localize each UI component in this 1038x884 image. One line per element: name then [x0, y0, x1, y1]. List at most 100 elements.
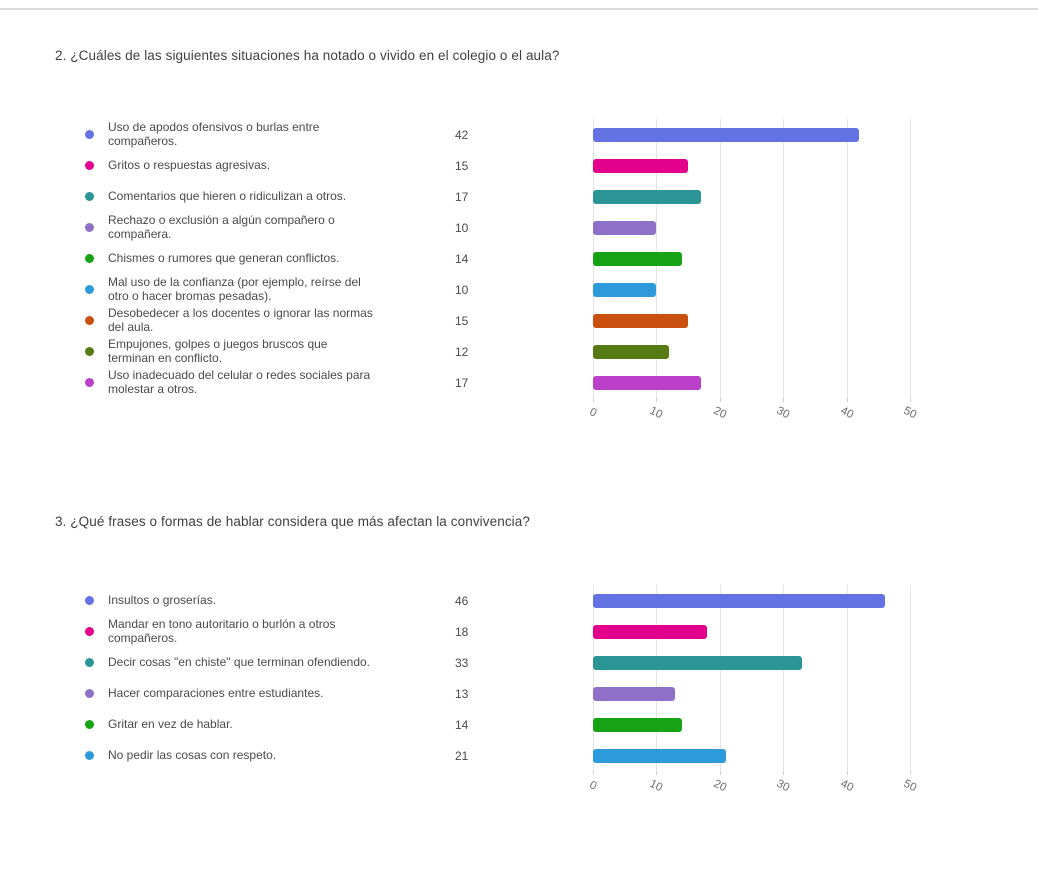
gridline [910, 119, 911, 398]
tick-label: 50 [901, 777, 919, 795]
legend-value: 10 [455, 220, 469, 235]
legend-value: 14 [455, 251, 469, 266]
legend-value: 21 [455, 748, 469, 763]
tick-label: 10 [648, 777, 665, 795]
question-3-results-section: 3. ¿Qué frases o formas de hablar consid… [55, 514, 1005, 807]
legend-item: Empujones, golpes o juegos bruscos que t… [85, 336, 485, 367]
legend-color-dot-icon [85, 751, 94, 760]
tick-mark [910, 771, 911, 775]
legend-label: Mandar en tono autoritario o burlón a ot… [108, 617, 336, 645]
legend-color-dot-icon [85, 130, 94, 139]
gridline [910, 585, 911, 771]
gridline [656, 585, 658, 771]
top-divider [0, 8, 1038, 10]
legend-label: No pedir las cosas con respeto. [108, 747, 277, 762]
legend-item: Hacer comparaciones entre estudiantes. 13 [85, 678, 485, 709]
legend-label: Rechazo o exclusión a algún compañero o … [108, 213, 335, 241]
bar [593, 127, 860, 142]
legend-color-dot-icon [85, 316, 94, 325]
question-title: 2. ¿Cuáles de las siguientes situaciones… [55, 48, 560, 63]
legend-color-dot-icon [85, 658, 94, 667]
legend-label: Chismes o rumores que generan conflictos… [108, 250, 340, 265]
bar [593, 344, 670, 359]
gridline [719, 119, 721, 398]
legend-color-dot-icon [85, 223, 94, 232]
tick-label: 50 [901, 404, 919, 422]
bar [593, 313, 689, 328]
legend-item: Uso inadecuado del celular o redes socia… [85, 367, 485, 398]
legend-label: Insultos o groserías. [108, 592, 217, 607]
bar [593, 189, 701, 204]
legend-label: Decir cosas "en chiste" que terminan ofe… [108, 654, 371, 669]
legend-item: Uso de apodos ofensivos o burlas entre c… [85, 119, 485, 150]
tick-label: 10 [648, 404, 665, 422]
gridline [783, 585, 785, 771]
legend-value: 10 [455, 282, 469, 297]
tick-label: 40 [838, 777, 855, 795]
bar [593, 655, 803, 670]
bar [593, 686, 676, 701]
legend-item: Desobedecer a los docentes o ignorar las… [85, 305, 485, 336]
tick-mark [910, 398, 911, 402]
legend-color-dot-icon [85, 378, 94, 387]
tick-label: 20 [711, 404, 729, 422]
chart-row: Uso de apodos ofensivos o burlas entre c… [55, 119, 1005, 434]
chart-row: Insultos o groserías. 46 Mandar en tono au… [55, 585, 1005, 807]
legend-label: Uso inadecuado del celular o redes socia… [108, 368, 371, 396]
legend-item: Insultos o groserías. 46 [85, 585, 485, 616]
legend-item: Mandar en tono autoritario o burlón a ot… [85, 616, 485, 647]
legend-value: 33 [455, 655, 469, 670]
legend-label: Mal uso de la confianza (por ejemplo, re… [108, 275, 361, 303]
legend-item: Chismes o rumores que generan conflictos… [85, 243, 485, 274]
x-axis: 0 10 20 30 40 50 [587, 771, 953, 807]
legend-value: 18 [455, 624, 469, 639]
legend-value: 17 [455, 375, 469, 390]
legend-label: Hacer comparaciones entre estudiantes. [108, 685, 324, 700]
legend-color-dot-icon [85, 285, 94, 294]
gridline [593, 585, 594, 771]
legend: Uso de apodos ofensivos o burlas entre c… [85, 119, 485, 434]
tick-mark [783, 771, 785, 775]
legend-item: Gritar en vez de hablar. 14 [85, 709, 485, 740]
bar [593, 282, 657, 297]
legend-value: 15 [455, 313, 469, 328]
legend-color-dot-icon [85, 627, 94, 636]
legend-color-dot-icon [85, 192, 94, 201]
legend-value: 17 [455, 189, 469, 204]
bar [593, 158, 689, 173]
tick-mark [593, 771, 594, 775]
legend-color-dot-icon [85, 347, 94, 356]
tick-label: 40 [838, 404, 855, 422]
legend-value: 15 [455, 158, 469, 173]
bar [593, 624, 708, 639]
tick-mark [783, 398, 785, 402]
bar [593, 748, 727, 763]
legend-item: Decir cosas "en chiste" que terminan ofe… [85, 647, 485, 678]
legend-value: 13 [455, 686, 469, 701]
legend-value: 46 [455, 593, 469, 608]
legend-item: Rechazo o exclusión a algún compañero o … [85, 212, 485, 243]
tick-mark [656, 398, 658, 402]
bar-chart: 0 10 20 30 40 50 [587, 585, 953, 807]
legend-color-dot-icon [85, 720, 94, 729]
plot-area [593, 585, 953, 771]
tick-label: 30 [774, 404, 792, 422]
bar [593, 717, 682, 732]
tick-mark [846, 398, 848, 402]
question-title: 3. ¿Qué frases o formas de hablar consid… [55, 514, 531, 529]
legend-value: 12 [455, 344, 469, 359]
legend-color-dot-icon [85, 596, 94, 605]
tick-mark [846, 771, 848, 775]
legend-color-dot-icon [85, 254, 94, 263]
gridline [846, 119, 848, 398]
gridline [719, 585, 721, 771]
gridline [846, 585, 848, 771]
legend-label: Gritar en vez de hablar. [108, 716, 233, 731]
bar [593, 375, 701, 390]
legend-item: Comentarios que hieren o ridiculizan a o… [85, 181, 485, 212]
tick-label: 0 [587, 406, 599, 420]
legend-value: 42 [455, 127, 469, 142]
legend-item: Gritos o respuestas agresivas. 15 [85, 150, 485, 181]
legend-label: Uso de apodos ofensivos o burlas entre c… [108, 120, 320, 148]
legend-label: Comentarios que hieren o ridiculizan a o… [108, 188, 347, 203]
